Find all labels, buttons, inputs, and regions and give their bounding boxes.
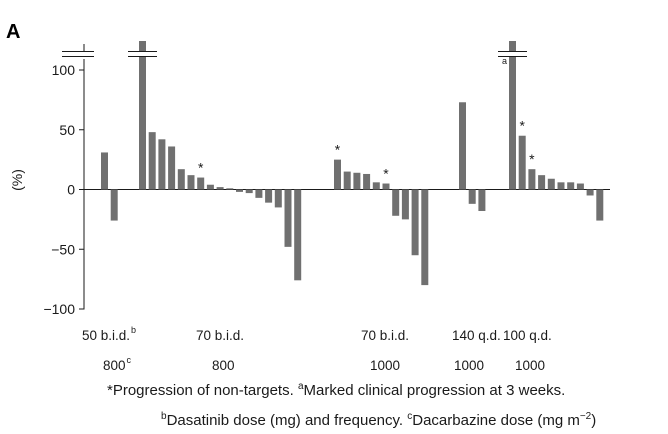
annotation-star: * xyxy=(529,151,535,167)
bar xyxy=(236,189,243,192)
footnote-star: *Progression of non-targets. xyxy=(107,382,294,399)
bar xyxy=(158,139,166,190)
bar xyxy=(411,189,419,256)
dasatinib-dose-label: 140 q.d. xyxy=(452,328,501,343)
bar xyxy=(401,189,409,220)
bar xyxy=(274,189,282,208)
footnote-b-marker: b xyxy=(161,411,167,422)
dasatinib-dose-label: 50 b.i.d. xyxy=(82,328,130,343)
footnote-line-2: bDasatinib dose (mg) and frequency. cDac… xyxy=(161,411,596,429)
dasatinib-dose-label: 70 b.i.d. xyxy=(361,328,409,343)
dacarbazine-dose-label: 1000 xyxy=(515,358,545,373)
bar xyxy=(576,183,584,190)
bar xyxy=(538,175,546,190)
bar xyxy=(459,102,466,190)
bar xyxy=(509,41,516,190)
bar xyxy=(392,189,400,216)
panel-label: A xyxy=(6,21,20,43)
bar xyxy=(206,184,214,190)
bar xyxy=(110,189,118,221)
footnote-b-text: Dasatinib dose (mg) and frequency. xyxy=(166,412,404,429)
bars xyxy=(101,41,604,286)
bar xyxy=(353,172,361,190)
annotation-a: a xyxy=(502,56,507,66)
y-tick-label: −50 xyxy=(51,241,75,257)
bar xyxy=(557,182,565,190)
bar xyxy=(168,146,176,190)
bar xyxy=(265,189,273,203)
bar xyxy=(177,169,185,190)
dacarbazine-dose-label: 800 xyxy=(212,358,235,373)
bar xyxy=(518,135,526,190)
bar xyxy=(294,189,302,281)
footnote-c-exponent: −2 xyxy=(579,411,592,422)
bar xyxy=(547,178,555,190)
bar xyxy=(596,189,604,221)
bar xyxy=(421,189,429,286)
y-axis-label: (%) xyxy=(9,169,25,191)
dacarbazine-dose-footnote-marker: c xyxy=(127,355,132,365)
bar-break-gap xyxy=(509,52,516,56)
annotation-star: * xyxy=(198,160,204,176)
dasatinib-dose-label: 100 q.d. xyxy=(503,328,552,343)
dacarbazine-dose-label: 1000 xyxy=(370,358,400,373)
bar xyxy=(216,187,224,190)
footnote-c-marker: c xyxy=(407,411,413,422)
y-tick-label: 50 xyxy=(59,122,75,138)
dasatinib-dose-label: 70 b.i.d. xyxy=(196,328,244,343)
bar xyxy=(478,189,486,212)
bar xyxy=(334,159,341,190)
footnote-line-1: *Progression of non-targets. aMarked cli… xyxy=(107,381,565,399)
annotation-star: * xyxy=(383,166,389,182)
y-tick-label: −100 xyxy=(43,301,75,317)
bar xyxy=(586,189,594,196)
bar xyxy=(101,152,108,190)
bar xyxy=(255,189,263,198)
dacarbazine-dose-label: 1000 xyxy=(454,358,484,373)
annotation-star: * xyxy=(335,142,341,158)
bar xyxy=(148,132,156,190)
bar xyxy=(528,169,536,190)
dasatinib-dose-footnote-marker: b xyxy=(131,325,136,335)
bar xyxy=(197,177,205,190)
bar xyxy=(245,189,253,194)
dacarbazine-dose-label: 800 xyxy=(103,358,126,373)
bar xyxy=(372,182,380,190)
bar xyxy=(382,183,390,190)
bar xyxy=(139,41,146,190)
footnote-c-text: Dacarbazine dose (mg m xyxy=(412,412,580,429)
footnote-c-close: ) xyxy=(591,412,597,429)
annotation-star: * xyxy=(519,118,525,134)
bar xyxy=(226,188,234,190)
y-tick-label: 0 xyxy=(67,182,75,198)
footnote-a-marker: a xyxy=(297,381,304,392)
y-tick-label: 100 xyxy=(52,62,76,78)
footnote-a-text: Marked clinical progression at 3 weeks. xyxy=(303,382,566,399)
bar xyxy=(284,189,292,247)
bar xyxy=(343,171,351,190)
bar xyxy=(187,175,195,190)
bar xyxy=(567,182,575,190)
annotations: * * * a * * xyxy=(198,56,535,182)
bar-break-gap xyxy=(139,52,146,56)
bar xyxy=(363,173,371,190)
bar xyxy=(468,189,476,204)
